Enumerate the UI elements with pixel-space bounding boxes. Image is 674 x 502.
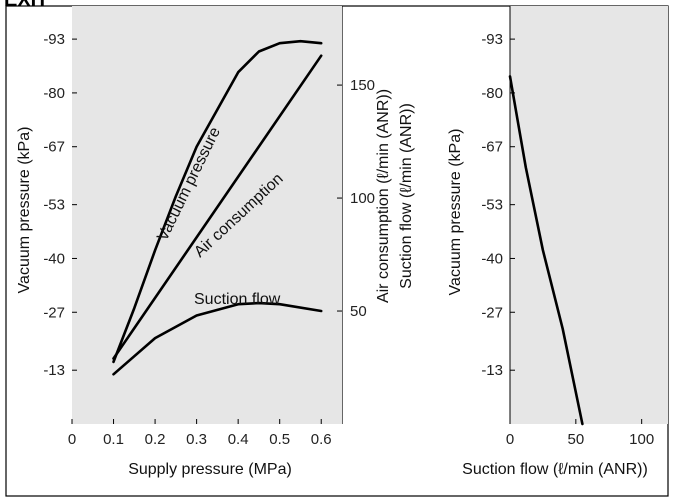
left-y2-tick-label: 100 [350,190,375,207]
left-x-tick-label: 0.2 [145,431,166,448]
right-y-tick-label: -53 [481,197,503,214]
right-x-axis-title: Suction flow (ℓ/min (ANR)) [462,461,648,478]
left-y2-tick-label: 50 [350,303,367,320]
right-y-tick-label: -93 [481,31,503,48]
right-chart: 0 50 100 -93 -80 -67 -53 -40 -27 -13 Suction flo… [447,6,668,478]
right-plot-area [510,6,668,424]
left-y-tick-label: -13 [43,362,65,379]
left-y-tick-label: -27 [43,304,65,321]
left-x-axis-title: Supply pressure (MPa) [128,461,292,478]
right-x-tick-label: 100 [629,431,654,448]
right-y-tick-label: -27 [481,304,503,321]
left-x-tick-label: 0.4 [228,431,249,448]
left-x-tick-label: 0.1 [103,431,124,448]
series-label-suction-flow: Suction flow [194,291,281,308]
right-y-axis-title: Vacuum pressure (kPa) [447,129,464,296]
left-x-tick-label: 0.5 [269,431,290,448]
right-x-tick-label: 0 [506,431,514,448]
left-x-tick-label: 0 [68,431,76,448]
left-y2-axis: 150 100 50 [337,77,375,320]
left-chart: 0 0.1 0.2 0.3 0.4 0.5 0.6 -93 -80 -67 -53 -40 -27 -1… [16,6,415,478]
right-y-tick-label: -80 [481,85,503,102]
right-x-tick-label: 50 [567,431,584,448]
left-y-tick-label: -67 [43,139,65,156]
left-y-axis-title: Vacuum pressure (kPa) [16,127,33,294]
left-y2-axis-title-line2: Suction flow (ℓ/min (ANR)) [398,103,415,289]
left-y-tick-label: -40 [43,250,65,267]
left-y2-tick-label: 150 [350,77,375,94]
left-y-tick-label: -80 [43,85,65,102]
left-y-tick-label: -93 [43,31,65,48]
left-x-tick-label: 0.6 [311,431,332,448]
right-y-tick-label: -40 [481,250,503,267]
right-y-tick-label: -67 [481,139,503,156]
left-x-tick-label: 0.3 [186,431,207,448]
left-y-axis: -93 -80 -67 -53 -40 -27 -13 [43,31,77,379]
right-y-tick-label: -13 [481,362,503,379]
left-y-tick-label: -53 [43,197,65,214]
left-y2-axis-title-line1: Air consumption (ℓ/min (ANR)) [375,89,392,303]
